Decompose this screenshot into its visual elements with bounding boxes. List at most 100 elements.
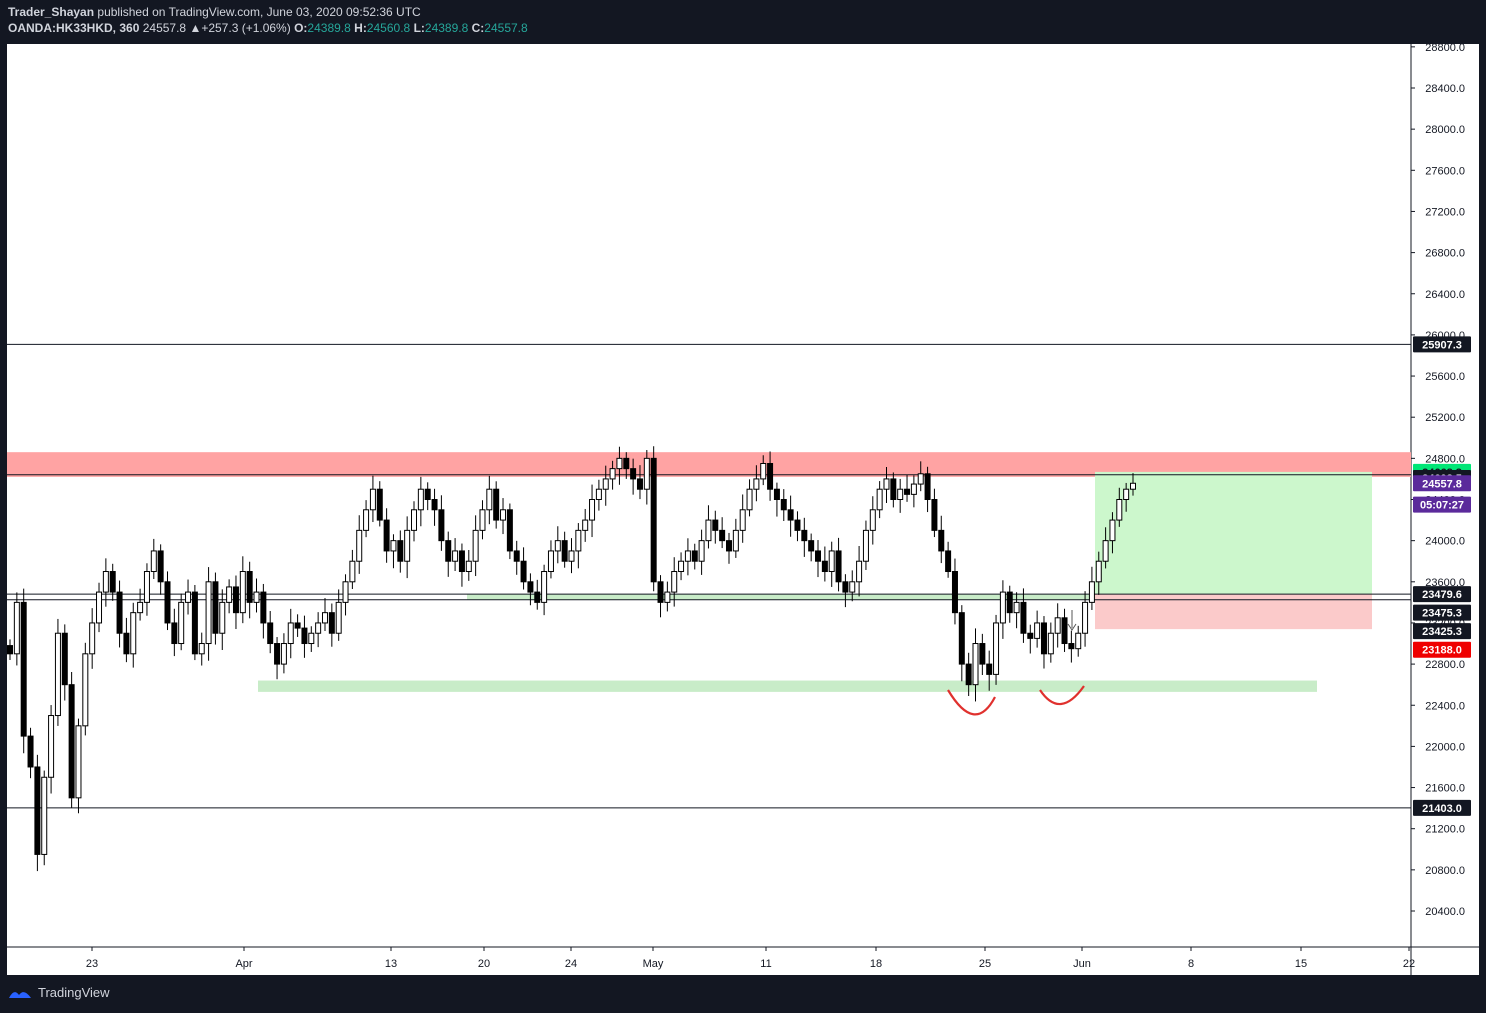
- footer: TradingView: [8, 985, 110, 1000]
- candle-body: [321, 612, 328, 624]
- candle-body: [595, 488, 602, 500]
- price-label-text: 23188.0: [1422, 645, 1462, 657]
- time-tick-label: 22: [1403, 958, 1415, 970]
- candle-body: [315, 622, 322, 634]
- price-tick-label: 20800.0: [1425, 865, 1465, 877]
- author-name[interactable]: Trader_Shayan: [8, 5, 95, 19]
- candle-body: [130, 612, 137, 655]
- candle-body: [123, 632, 130, 655]
- candle-body: [1116, 499, 1123, 521]
- price-label-box: [1413, 623, 1471, 640]
- price-label-text: 23475.3: [1422, 608, 1462, 620]
- candle-body: [287, 622, 294, 645]
- tradingview-logo-icon[interactable]: [8, 986, 32, 1000]
- price-tick-label: 23600.0: [1425, 577, 1465, 589]
- candle-body: [82, 653, 89, 727]
- candle-body: [102, 571, 109, 593]
- candle-body: [349, 560, 356, 583]
- candle-body: [356, 529, 363, 562]
- candle-body: [808, 540, 815, 552]
- candle-body: [411, 509, 418, 531]
- candle-body: [835, 550, 842, 583]
- candle-body: [945, 550, 952, 573]
- candle-body: [472, 529, 479, 562]
- published-text: published on TradingView.com, June 03, 2…: [97, 5, 421, 19]
- candle-body: [904, 488, 911, 495]
- candle-body: [239, 571, 246, 614]
- candle-body: [452, 550, 459, 562]
- candle-body: [883, 478, 890, 490]
- price-axis[interactable]: [1411, 44, 1479, 947]
- candle-body: [54, 632, 61, 717]
- time-tick-label: 15: [1295, 958, 1307, 970]
- footer-brand[interactable]: TradingView: [38, 985, 110, 1000]
- candle-body: [41, 776, 48, 855]
- price-tick-label: 20400.0: [1425, 906, 1465, 918]
- price-tick-label: 26400.0: [1425, 289, 1465, 301]
- candle-body: [1006, 591, 1013, 614]
- candle-body: [527, 581, 534, 593]
- candle-body: [205, 581, 212, 645]
- price-tick-label: 28800.0: [1425, 42, 1465, 54]
- candle-body: [589, 499, 596, 521]
- candle-body: [657, 581, 664, 603]
- target-zone: [1095, 471, 1372, 595]
- candle-body: [164, 581, 171, 624]
- candle-body: [1054, 617, 1061, 634]
- candle-body: [48, 715, 55, 778]
- price-label-text: 21403.0: [1422, 803, 1462, 815]
- candle-body: [862, 529, 869, 562]
- candle-body: [34, 766, 41, 855]
- price-label-text: 05:07:27: [1420, 500, 1464, 512]
- candle-body: [602, 478, 609, 490]
- candle-body: [150, 550, 157, 573]
- candle-body: [917, 473, 924, 485]
- time-tick-label: 11: [760, 958, 771, 970]
- candle-body: [541, 571, 548, 603]
- candle-body: [520, 560, 527, 583]
- price-label-box: [1413, 799, 1471, 816]
- price-tick-label: 22800.0: [1425, 659, 1465, 671]
- candle-body: [664, 591, 671, 603]
- price-tick-label: 27600.0: [1425, 165, 1465, 177]
- price-labels-layer: 24668.324608.524557.805:07:2725907.32347…: [1413, 336, 1471, 816]
- candle-body: [96, 591, 103, 624]
- candle-body: [746, 488, 753, 511]
- candle-body: [630, 468, 637, 480]
- candle-body: [246, 571, 253, 603]
- candle-body: [719, 529, 726, 542]
- candle-body: [636, 478, 643, 490]
- price-tick-label: 24000.0: [1425, 536, 1465, 548]
- price-tick-label: 28000.0: [1425, 124, 1465, 136]
- candle-body: [732, 529, 739, 552]
- time-axis[interactable]: [7, 947, 1479, 975]
- candle-body: [691, 550, 698, 562]
- candle-body: [1068, 643, 1075, 650]
- candle-body: [493, 488, 500, 521]
- symbol-label[interactable]: OANDA:HK33HKD, 360: [8, 21, 140, 35]
- candle-body: [431, 499, 438, 511]
- candle-body: [486, 488, 493, 511]
- candle-body: [212, 581, 219, 634]
- candle-body: [856, 560, 863, 583]
- price-label-text: 25907.3: [1422, 339, 1462, 351]
- candle-body: [869, 509, 876, 531]
- candle-body: [986, 663, 993, 675]
- candle-body: [390, 540, 397, 552]
- publish-info: Trader_Shayan published on TradingView.c…: [8, 4, 528, 20]
- price-change: ▲+257.3 (+1.06%): [189, 21, 291, 35]
- candle-body: [198, 643, 205, 655]
- candle-body: [705, 519, 712, 542]
- candle-body: [876, 488, 883, 511]
- candle-body: [458, 550, 465, 573]
- annotations-layer: [947, 610, 1085, 716]
- candle-body: [547, 550, 554, 573]
- candle-body: [260, 591, 267, 624]
- price-label-box: [1413, 604, 1471, 621]
- candle-body: [506, 509, 513, 552]
- candle-body: [815, 550, 822, 562]
- candle-body: [27, 735, 34, 768]
- candle-body: [1088, 581, 1095, 603]
- candle-body: [787, 509, 794, 521]
